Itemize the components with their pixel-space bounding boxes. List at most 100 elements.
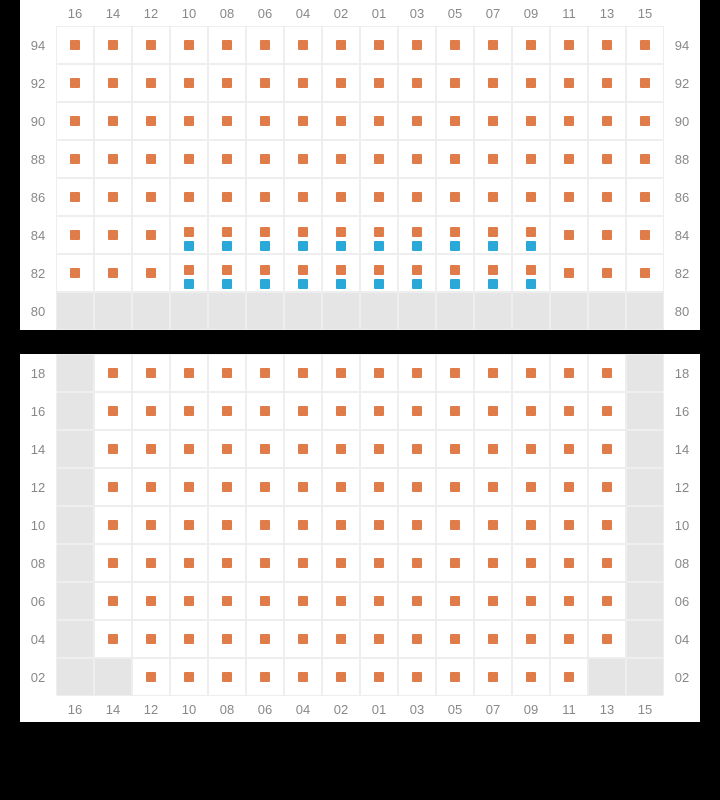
seat-cell[interactable] — [246, 354, 284, 392]
seat-cell[interactable] — [588, 354, 626, 392]
seat-cell[interactable] — [208, 468, 246, 506]
seat-cell[interactable] — [550, 658, 588, 696]
seat-cell[interactable] — [322, 620, 360, 658]
seat-cell[interactable] — [436, 620, 474, 658]
seat-cell[interactable] — [474, 392, 512, 430]
seat-cell[interactable] — [550, 620, 588, 658]
seat-cell[interactable] — [284, 430, 322, 468]
seat-cell[interactable] — [360, 102, 398, 140]
seat-cell[interactable] — [512, 102, 550, 140]
seat-cell[interactable] — [208, 64, 246, 102]
seat-cell[interactable] — [208, 392, 246, 430]
seat-cell[interactable] — [246, 64, 284, 102]
seat-cell[interactable] — [474, 140, 512, 178]
seat-cell[interactable] — [550, 392, 588, 430]
seat-cell[interactable] — [56, 140, 94, 178]
seat-cell[interactable] — [208, 26, 246, 64]
seat-cell[interactable] — [132, 178, 170, 216]
seat-cell[interactable] — [550, 102, 588, 140]
seat-cell[interactable] — [436, 468, 474, 506]
seat-cell[interactable] — [246, 216, 284, 254]
seat-cell[interactable] — [436, 102, 474, 140]
seat-cell[interactable] — [626, 64, 664, 102]
seat-cell[interactable] — [398, 430, 436, 468]
seat-cell[interactable] — [512, 354, 550, 392]
seat-cell[interactable] — [436, 658, 474, 696]
seat-cell[interactable] — [550, 216, 588, 254]
seat-cell[interactable] — [56, 216, 94, 254]
seat-cell[interactable] — [474, 26, 512, 64]
seat-cell[interactable] — [170, 64, 208, 102]
seat-cell[interactable] — [132, 468, 170, 506]
seat-cell[interactable] — [512, 216, 550, 254]
seat-cell[interactable] — [170, 140, 208, 178]
seat-cell[interactable] — [132, 254, 170, 292]
seat-cell[interactable] — [436, 430, 474, 468]
seat-cell[interactable] — [512, 140, 550, 178]
seat-cell[interactable] — [474, 658, 512, 696]
seat-cell[interactable] — [588, 64, 626, 102]
seat-cell[interactable] — [246, 178, 284, 216]
seat-cell[interactable] — [626, 178, 664, 216]
seat-cell[interactable] — [550, 140, 588, 178]
seat-cell[interactable] — [436, 216, 474, 254]
seat-cell[interactable] — [170, 506, 208, 544]
seat-cell[interactable] — [360, 254, 398, 292]
seat-cell[interactable] — [512, 620, 550, 658]
seat-cell[interactable] — [246, 254, 284, 292]
seat-cell[interactable] — [284, 506, 322, 544]
seat-cell[interactable] — [360, 544, 398, 582]
seat-cell[interactable] — [56, 254, 94, 292]
seat-cell[interactable] — [284, 102, 322, 140]
seat-cell[interactable] — [94, 620, 132, 658]
seat-cell[interactable] — [132, 582, 170, 620]
seat-cell[interactable] — [550, 582, 588, 620]
seat-cell[interactable] — [512, 64, 550, 102]
seat-cell[interactable] — [474, 468, 512, 506]
seat-cell[interactable] — [322, 64, 360, 102]
seat-cell[interactable] — [246, 26, 284, 64]
seat-cell[interactable] — [588, 620, 626, 658]
seat-cell[interactable] — [626, 26, 664, 64]
seat-cell[interactable] — [56, 26, 94, 64]
seat-cell[interactable] — [398, 354, 436, 392]
seat-cell[interactable] — [398, 620, 436, 658]
seat-cell[interactable] — [170, 354, 208, 392]
seat-cell[interactable] — [208, 544, 246, 582]
seat-cell[interactable] — [588, 26, 626, 64]
seat-cell[interactable] — [398, 178, 436, 216]
seat-cell[interactable] — [436, 354, 474, 392]
seat-cell[interactable] — [474, 582, 512, 620]
seat-cell[interactable] — [550, 26, 588, 64]
seat-cell[interactable] — [132, 102, 170, 140]
seat-cell[interactable] — [626, 216, 664, 254]
seat-cell[interactable] — [208, 254, 246, 292]
seat-cell[interactable] — [588, 178, 626, 216]
seat-cell[interactable] — [246, 430, 284, 468]
seat-cell[interactable] — [322, 354, 360, 392]
seat-cell[interactable] — [246, 392, 284, 430]
seat-cell[interactable] — [360, 140, 398, 178]
seat-cell[interactable] — [474, 64, 512, 102]
seat-cell[interactable] — [436, 544, 474, 582]
seat-cell[interactable] — [360, 430, 398, 468]
seat-cell[interactable] — [322, 26, 360, 64]
seat-cell[interactable] — [94, 64, 132, 102]
seat-cell[interactable] — [284, 544, 322, 582]
seat-cell[interactable] — [246, 102, 284, 140]
seat-cell[interactable] — [322, 544, 360, 582]
seat-cell[interactable] — [360, 26, 398, 64]
seat-cell[interactable] — [132, 354, 170, 392]
seat-cell[interactable] — [208, 582, 246, 620]
seat-cell[interactable] — [474, 254, 512, 292]
seat-cell[interactable] — [360, 468, 398, 506]
seat-cell[interactable] — [94, 430, 132, 468]
seat-cell[interactable] — [436, 26, 474, 64]
seat-cell[interactable] — [550, 430, 588, 468]
seat-cell[interactable] — [132, 64, 170, 102]
seat-cell[interactable] — [170, 582, 208, 620]
seat-cell[interactable] — [626, 140, 664, 178]
seat-cell[interactable] — [246, 468, 284, 506]
seat-cell[interactable] — [436, 392, 474, 430]
seat-cell[interactable] — [284, 178, 322, 216]
